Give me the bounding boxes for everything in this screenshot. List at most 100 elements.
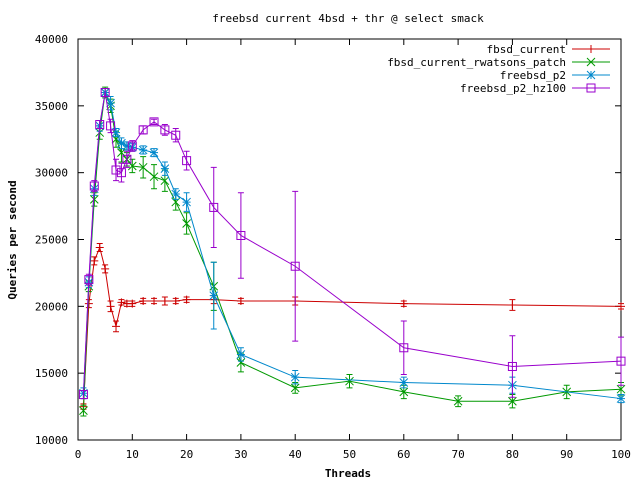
error-bar bbox=[237, 192, 244, 279]
x-tick-label: 50 bbox=[343, 448, 356, 461]
x-tick-label: 30 bbox=[234, 448, 247, 461]
data-point bbox=[508, 300, 517, 309]
data-point bbox=[106, 98, 115, 108]
x-tick-label: 10 bbox=[126, 448, 139, 461]
x-tick-label: 80 bbox=[506, 448, 519, 461]
data-point bbox=[507, 361, 517, 371]
error-bar bbox=[123, 150, 130, 168]
data-point bbox=[138, 162, 148, 172]
legend-swatch-marker bbox=[587, 45, 595, 53]
data-point bbox=[117, 298, 126, 307]
series-fbsd-current-rwatsons-patch bbox=[79, 86, 626, 417]
data-point bbox=[78, 390, 88, 400]
data-point bbox=[616, 394, 626, 403]
series-line bbox=[82, 90, 622, 411]
data-point bbox=[128, 299, 137, 308]
chart-title: freebsd current 4bsd + thr @ select smac… bbox=[212, 12, 484, 25]
series-freebsd-p2 bbox=[79, 87, 626, 404]
legend-label: fbsd_current bbox=[487, 43, 566, 56]
data-point bbox=[182, 156, 192, 166]
data-point bbox=[89, 195, 99, 204]
data-point bbox=[209, 291, 219, 300]
legend-swatch-marker bbox=[586, 83, 596, 93]
x-tick-label: 20 bbox=[180, 448, 193, 461]
data-point bbox=[111, 165, 121, 175]
data-point bbox=[149, 172, 159, 182]
data-point bbox=[116, 168, 126, 178]
x-tick-label: 40 bbox=[289, 448, 302, 461]
data-point bbox=[290, 372, 300, 382]
data-point bbox=[182, 219, 191, 228]
y-tick-label: 40000 bbox=[35, 33, 68, 46]
data-point bbox=[149, 117, 159, 127]
y-tick-label: 30000 bbox=[35, 167, 68, 180]
data-point bbox=[101, 264, 110, 273]
data-point bbox=[122, 141, 132, 151]
data-point bbox=[182, 197, 191, 207]
data-point bbox=[209, 202, 219, 212]
x-axis-label: Threads bbox=[325, 467, 371, 480]
data-point bbox=[90, 256, 99, 265]
y-axis-label: Queries per second bbox=[6, 180, 19, 299]
data-point bbox=[160, 125, 170, 135]
x-tick-label: 100 bbox=[611, 448, 631, 461]
error-bar bbox=[292, 190, 299, 342]
y-tick-label: 20000 bbox=[35, 300, 68, 313]
legend-label: freebsd_p2_hz100 bbox=[460, 82, 566, 95]
x-tick-label: 0 bbox=[75, 448, 82, 461]
data-point bbox=[236, 230, 246, 240]
series-freebsd-p2-hz100 bbox=[78, 87, 626, 400]
data-point bbox=[399, 387, 409, 397]
data-point bbox=[111, 128, 121, 137]
data-point bbox=[508, 396, 517, 406]
error-bar bbox=[210, 166, 217, 249]
data-point bbox=[149, 148, 159, 157]
error-bar bbox=[509, 335, 516, 398]
data-point bbox=[106, 302, 115, 311]
y-tick-label: 25000 bbox=[35, 234, 68, 247]
data-point bbox=[171, 296, 180, 305]
error-bar bbox=[183, 150, 190, 171]
error-bar bbox=[151, 118, 158, 126]
data-point bbox=[616, 384, 626, 394]
data-point bbox=[171, 130, 181, 140]
legend: fbsd_currentfbsd_current_rwatsons_patchf… bbox=[387, 43, 610, 95]
series-line bbox=[82, 92, 622, 395]
x-tick-label: 90 bbox=[560, 448, 573, 461]
legend-swatch-marker bbox=[586, 70, 596, 80]
data-point bbox=[399, 299, 408, 308]
data-point bbox=[160, 164, 170, 174]
data-point bbox=[236, 350, 246, 359]
data-point bbox=[290, 383, 300, 393]
data-point bbox=[117, 138, 126, 148]
data-point bbox=[290, 261, 300, 271]
data-point bbox=[345, 376, 354, 386]
data-point bbox=[399, 343, 409, 353]
data-point bbox=[617, 302, 625, 311]
legend-label: fbsd_current_rwatsons_patch bbox=[387, 56, 566, 69]
legend-swatch-marker bbox=[586, 57, 596, 67]
legend-label: freebsd_p2 bbox=[500, 69, 566, 82]
axis-ticks: 0 10 20 30 40 50 60 70 80 90 100 10000 15000 20000 250… bbox=[35, 33, 631, 461]
data-point bbox=[171, 189, 181, 199]
x-tick-label: 60 bbox=[397, 448, 410, 461]
x-tick-label: 70 bbox=[451, 448, 464, 461]
data-point bbox=[236, 358, 246, 367]
data-point bbox=[399, 378, 409, 387]
data-point bbox=[106, 121, 116, 131]
series-fbsd-current bbox=[79, 243, 625, 411]
y-tick-label: 35000 bbox=[35, 100, 68, 113]
data-point bbox=[95, 128, 105, 137]
data-point bbox=[112, 322, 121, 331]
data-point bbox=[236, 296, 245, 305]
y-tick-label: 15000 bbox=[35, 367, 68, 380]
series-line bbox=[82, 90, 622, 400]
data-point bbox=[79, 406, 88, 415]
data-point bbox=[95, 243, 104, 252]
data-point bbox=[139, 296, 148, 305]
series-line bbox=[82, 245, 622, 407]
data-series bbox=[78, 86, 626, 417]
data-point bbox=[182, 295, 191, 304]
